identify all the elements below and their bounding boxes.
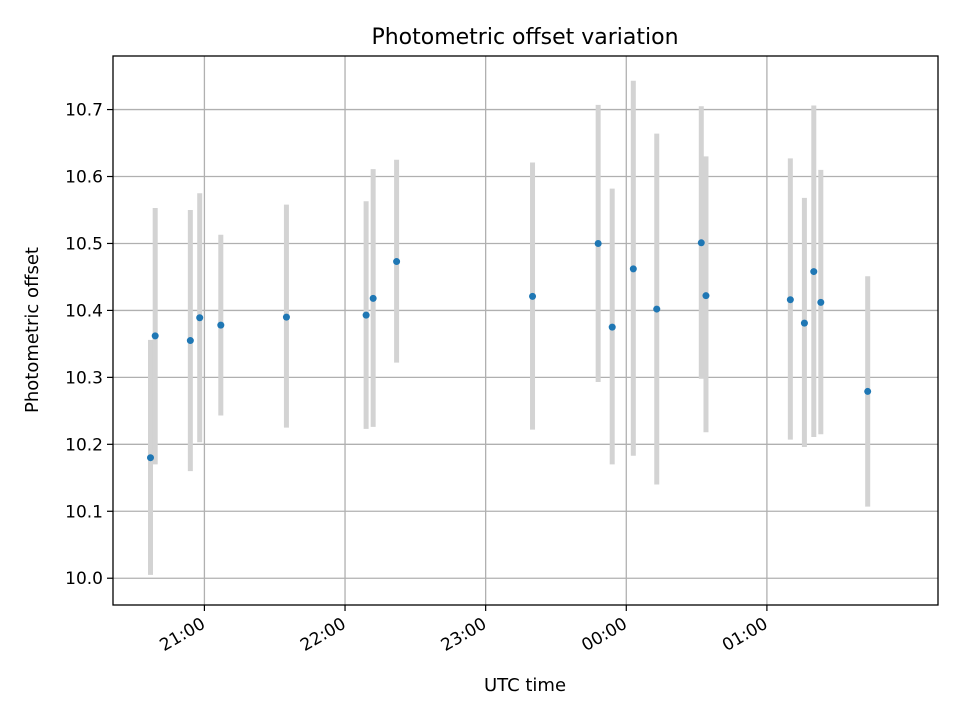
plot-frame xyxy=(112,55,939,606)
data-point xyxy=(594,239,602,247)
data-point xyxy=(800,319,808,327)
data-point xyxy=(810,268,818,276)
data-point xyxy=(529,292,537,300)
x-axis-label: UTC time xyxy=(484,675,566,696)
point-layer xyxy=(147,239,872,462)
data-point xyxy=(786,296,794,304)
y-tick-label: 10.2 xyxy=(65,435,103,455)
y-tick-label: 10.0 xyxy=(65,569,103,589)
data-point xyxy=(147,454,154,462)
y-axis-label: Photometric offset xyxy=(22,247,43,413)
y-tick-label: 10.5 xyxy=(65,234,103,254)
data-point xyxy=(196,314,204,322)
data-point xyxy=(817,298,825,306)
chart-title: Photometric offset variation xyxy=(371,25,678,50)
data-point xyxy=(217,321,225,329)
data-point xyxy=(393,258,401,266)
data-point xyxy=(186,337,194,345)
y-tick-label: 10.6 xyxy=(65,168,103,188)
data-point xyxy=(697,239,705,247)
data-point xyxy=(653,305,661,313)
data-point xyxy=(362,311,370,319)
data-point xyxy=(608,323,616,331)
y-tick-label: 10.7 xyxy=(65,101,103,121)
y-tick-label: 10.3 xyxy=(65,368,103,388)
data-point xyxy=(369,294,377,302)
y-tick-label: 10.4 xyxy=(65,301,103,321)
data-point xyxy=(629,265,637,273)
data-point xyxy=(864,387,872,395)
data-point xyxy=(702,292,710,300)
y-tick-label: 10.1 xyxy=(65,502,103,522)
grid-layer xyxy=(113,56,938,605)
data-point xyxy=(151,332,159,340)
data-point xyxy=(282,313,290,321)
